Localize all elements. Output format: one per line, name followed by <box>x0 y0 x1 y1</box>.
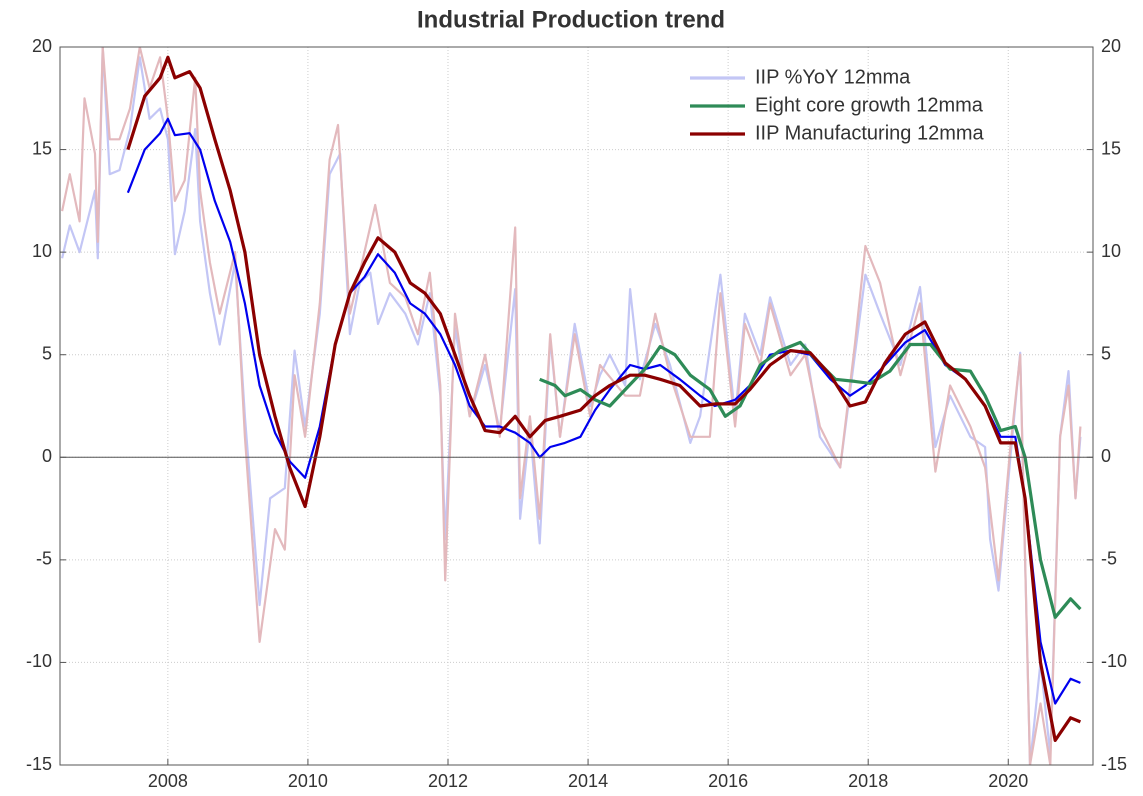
plot-frame <box>59 46 1094 766</box>
y2-tick-label: -15 <box>1101 754 1127 774</box>
y2-tick-label: 20 <box>1101 36 1121 56</box>
x-tick-label: 2008 <box>148 771 188 791</box>
y2-tick-label: 0 <box>1101 446 1111 466</box>
y-tick-label: 10 <box>32 241 52 261</box>
x-tick-label: 2012 <box>428 771 468 791</box>
series-line <box>126 55 1082 742</box>
grid <box>60 46 1093 766</box>
y2-tick-label: -10 <box>1101 651 1127 671</box>
series-line <box>61 47 1082 765</box>
chart-title: Industrial Production trend <box>417 6 725 33</box>
x-tick-label: 2016 <box>708 771 748 791</box>
y2-tick-label: 15 <box>1101 138 1121 158</box>
legend-label: Eight core growth 12mma <box>755 94 984 116</box>
y-tick-label: 20 <box>32 36 52 56</box>
series-line <box>61 47 1082 765</box>
y2-tick-label: 5 <box>1101 343 1111 363</box>
y2-tick-label: -5 <box>1101 549 1117 569</box>
x-tick-label: 2018 <box>848 771 888 791</box>
plot-lines <box>61 47 1082 765</box>
y-tick-label: 0 <box>42 446 52 466</box>
y-tick-label: 5 <box>42 343 52 363</box>
series-line <box>126 117 1081 705</box>
legend-label: IIP %YoY 12mma <box>755 66 911 88</box>
y-tick-label: -15 <box>26 754 52 774</box>
y-tick-label: 15 <box>32 138 52 158</box>
series-line <box>539 340 1082 619</box>
y-tick-label: -10 <box>26 651 52 671</box>
x-tick-label: 2020 <box>988 771 1028 791</box>
y-tick-label: -5 <box>36 549 52 569</box>
axes: -15 -10 -5 0 5 10 15 20 -15 -10 -5 0 5 10 15 20 2008 2010… <box>26 36 1127 791</box>
x-tick-label: 2010 <box>288 771 328 791</box>
legend-label: IIP Manufacturing 12mma <box>755 122 985 144</box>
y2-tick-label: 10 <box>1101 241 1121 261</box>
x-tick-label: 2014 <box>568 771 608 791</box>
